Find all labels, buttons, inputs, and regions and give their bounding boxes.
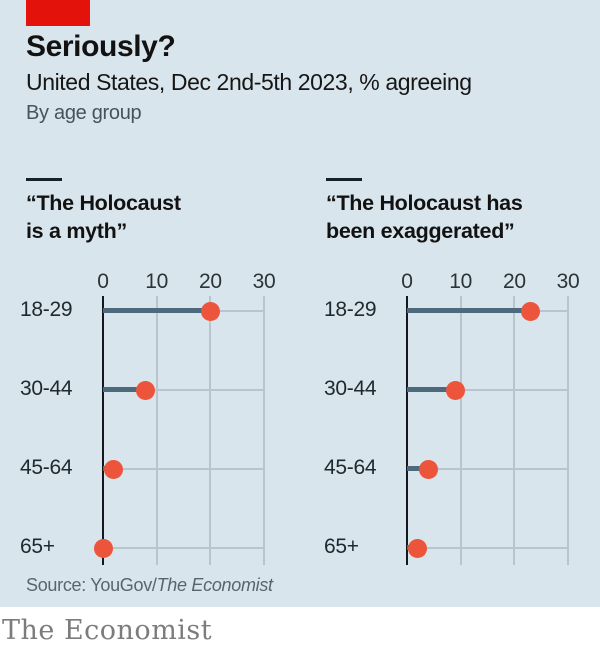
vertical-gridline bbox=[209, 296, 212, 565]
panel-header-myth: “The Holocaust is a myth” bbox=[26, 178, 296, 245]
vertical-gridline bbox=[567, 296, 569, 565]
vertical-gridline bbox=[513, 296, 516, 565]
age-group-label: 65+ bbox=[324, 535, 359, 558]
age-group-label: 18-29 bbox=[324, 298, 377, 321]
chart-background: Seriously? United States, Dec 2nd-5th 20… bbox=[0, 0, 600, 607]
value-dot bbox=[136, 380, 156, 400]
value-dot bbox=[93, 538, 113, 558]
source-prefix: Source: YouGov/ bbox=[26, 575, 157, 595]
vertical-gridline bbox=[459, 296, 462, 565]
age-group-label: 30-44 bbox=[20, 377, 73, 400]
y-axis-line bbox=[102, 296, 104, 565]
panel-rule bbox=[26, 178, 62, 181]
value-bar bbox=[103, 308, 211, 313]
x-tick-label: 20 bbox=[502, 270, 526, 293]
panel-title-line: is a myth” bbox=[26, 219, 127, 243]
x-tick-label: 30 bbox=[252, 270, 276, 293]
panel-title-exaggerated: “The Holocaust has been exaggerated” bbox=[326, 189, 596, 245]
value-dot bbox=[418, 459, 438, 479]
value-dot bbox=[520, 301, 540, 321]
panel-header-exaggerated: “The Holocaust has been exaggerated” bbox=[326, 178, 596, 245]
y-axis-line bbox=[406, 296, 408, 565]
x-tick-label: 20 bbox=[198, 270, 222, 293]
chart-byline: By age group bbox=[26, 102, 142, 124]
panel-rule bbox=[326, 178, 362, 181]
value-dot bbox=[104, 459, 124, 479]
value-dot bbox=[408, 538, 428, 558]
panel-title-line: been exaggerated” bbox=[326, 219, 515, 243]
horizontal-gridline bbox=[407, 468, 568, 470]
vertical-gridline bbox=[155, 296, 158, 565]
economist-masthead: The Economist bbox=[2, 615, 213, 646]
source-note: Source: YouGov/The Economist bbox=[26, 575, 273, 596]
economist-red-tab bbox=[26, 0, 90, 26]
x-tick-label: 30 bbox=[556, 270, 580, 293]
x-tick-label: 10 bbox=[449, 270, 473, 293]
chart-exaggerated: 0 10 20 30 18-29 30-44 45-64 65+ bbox=[304, 270, 600, 582]
x-tick-label: 0 bbox=[401, 270, 413, 293]
age-group-label: 65+ bbox=[20, 535, 55, 558]
value-bar bbox=[407, 308, 531, 313]
value-bar bbox=[103, 387, 146, 392]
value-bar bbox=[407, 466, 429, 471]
chart-myth: 0 10 20 30 18-29 30-44 45-64 65+ bbox=[0, 270, 296, 582]
chart-subtitle: United States, Dec 2nd-5th 2023, % agree… bbox=[26, 69, 472, 95]
chart-title: Seriously? bbox=[26, 30, 176, 63]
panel-title-line: “The Holocaust bbox=[26, 191, 181, 215]
horizontal-gridline bbox=[103, 468, 264, 470]
value-bar bbox=[407, 387, 456, 392]
age-group-label: 45-64 bbox=[324, 456, 377, 479]
horizontal-gridline bbox=[407, 389, 568, 391]
source-publication: The Economist bbox=[156, 575, 273, 595]
age-group-label: 30-44 bbox=[324, 377, 377, 400]
x-tick-label: 10 bbox=[145, 270, 169, 293]
age-group-label: 18-29 bbox=[20, 298, 73, 321]
x-tick-label: 0 bbox=[97, 270, 109, 293]
value-dot bbox=[200, 301, 220, 321]
panel-title-myth: “The Holocaust is a myth” bbox=[26, 189, 296, 245]
vertical-gridline bbox=[263, 296, 265, 565]
value-dot bbox=[445, 380, 465, 400]
age-group-label: 45-64 bbox=[20, 456, 73, 479]
panel-title-line: “The Holocaust has bbox=[326, 191, 523, 215]
horizontal-gridline bbox=[103, 547, 264, 549]
horizontal-gridline bbox=[103, 389, 264, 391]
horizontal-gridline bbox=[407, 547, 568, 549]
